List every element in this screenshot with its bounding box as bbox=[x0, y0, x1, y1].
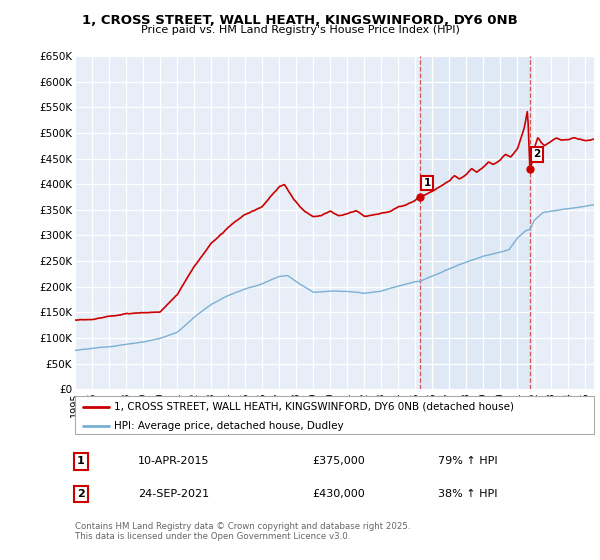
Text: 1: 1 bbox=[77, 456, 85, 466]
Text: 1, CROSS STREET, WALL HEATH, KINGSWINFORD, DY6 0NB (detached house): 1, CROSS STREET, WALL HEATH, KINGSWINFOR… bbox=[114, 402, 514, 412]
Text: £375,000: £375,000 bbox=[312, 456, 365, 466]
Text: Price paid vs. HM Land Registry's House Price Index (HPI): Price paid vs. HM Land Registry's House … bbox=[140, 25, 460, 35]
Text: 2: 2 bbox=[533, 150, 541, 160]
Text: 1, CROSS STREET, WALL HEATH, KINGSWINFORD, DY6 0NB: 1, CROSS STREET, WALL HEATH, KINGSWINFOR… bbox=[82, 14, 518, 27]
FancyBboxPatch shape bbox=[75, 396, 594, 434]
Text: Contains HM Land Registry data © Crown copyright and database right 2025.
This d: Contains HM Land Registry data © Crown c… bbox=[75, 522, 410, 542]
Text: 79% ↑ HPI: 79% ↑ HPI bbox=[438, 456, 497, 466]
Text: £430,000: £430,000 bbox=[312, 489, 365, 499]
Text: HPI: Average price, detached house, Dudley: HPI: Average price, detached house, Dudl… bbox=[114, 421, 344, 431]
Text: 38% ↑ HPI: 38% ↑ HPI bbox=[438, 489, 497, 499]
Text: 24-SEP-2021: 24-SEP-2021 bbox=[138, 489, 209, 499]
Text: 10-APR-2015: 10-APR-2015 bbox=[138, 456, 209, 466]
Text: 1: 1 bbox=[424, 178, 431, 188]
Text: 2: 2 bbox=[77, 489, 85, 499]
Bar bbox=[420, 56, 530, 389]
